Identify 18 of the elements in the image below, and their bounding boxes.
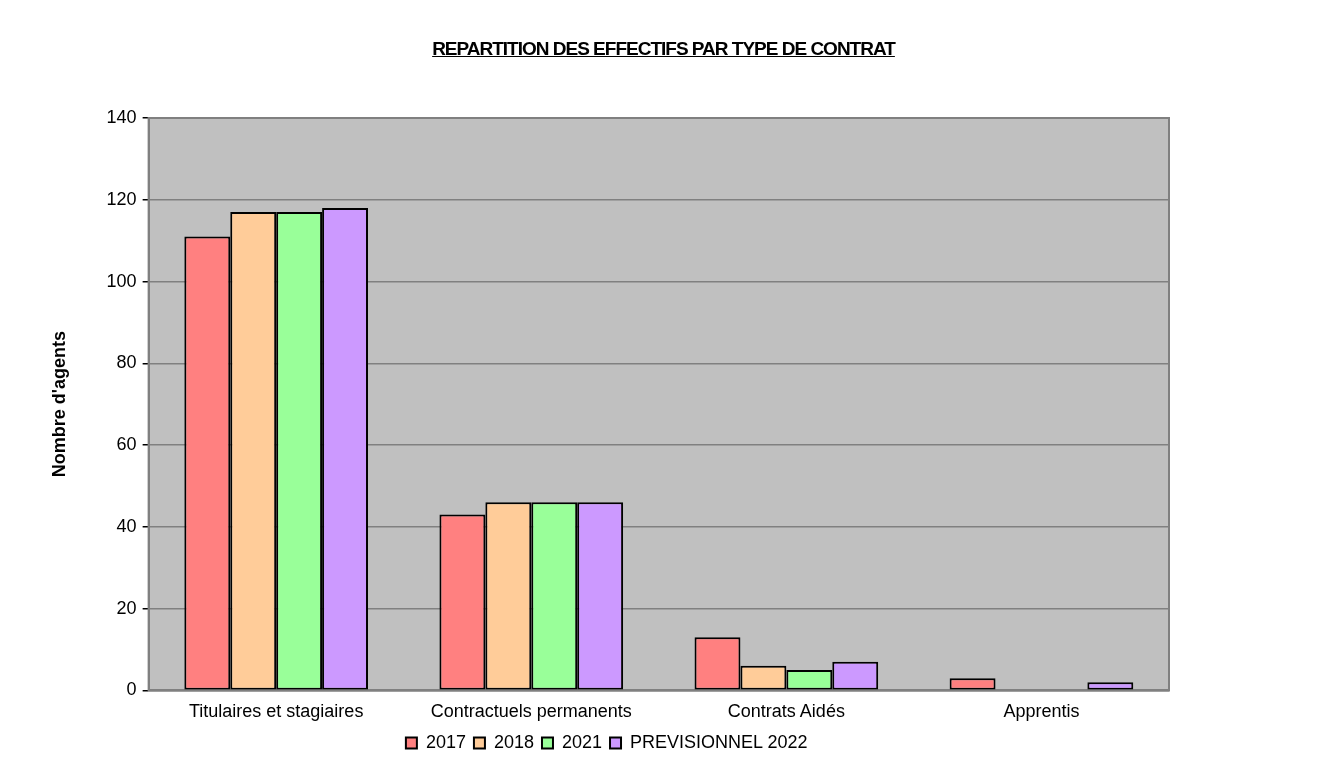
y-tick-label: 40: [116, 515, 137, 536]
y-tick-label: 20: [116, 597, 137, 618]
legend-label: PREVISIONNEL 2022: [630, 731, 808, 752]
y-tick-label: 120: [106, 188, 137, 209]
y-tick-label: 140: [106, 106, 137, 127]
legend-label: 2021: [561, 731, 603, 752]
x-tick-label: Contractuels permanents: [430, 701, 632, 722]
legend-label: 2017: [425, 731, 466, 752]
chart-title: REPARTITION DES EFFECTIFS PAR TYPE DE CONTRAT: [431, 38, 897, 60]
y-axis-title: Nombre d'agents: [48, 331, 69, 478]
y-tick-label: 60: [116, 434, 137, 455]
y-tick-label: 100: [106, 270, 137, 291]
x-tick-label: Contrats Aidés: [727, 701, 845, 722]
x-tick-label: Apprentis: [1003, 701, 1080, 722]
legend-label: 2018: [493, 731, 534, 752]
x-tick-label: Titulaires et stagiaires: [188, 701, 364, 722]
y-tick-label: 80: [116, 352, 137, 373]
y-tick-label: 0: [126, 679, 137, 700]
